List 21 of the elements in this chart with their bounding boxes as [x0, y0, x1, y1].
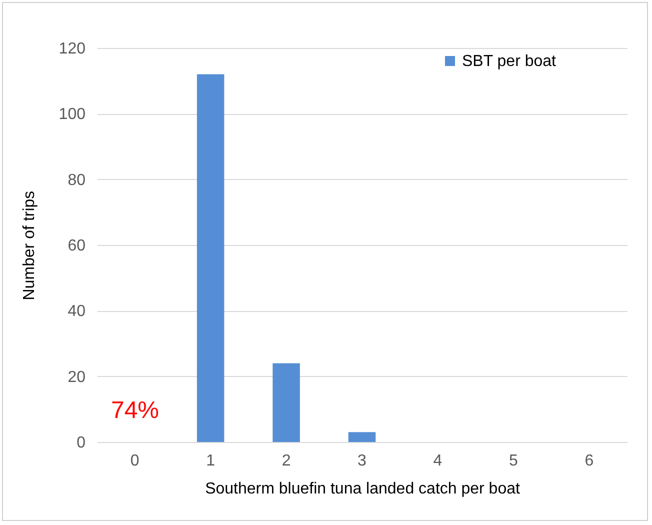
y-tick-label: 60 — [68, 238, 86, 254]
y-tick-label: 100 — [58, 106, 86, 124]
bar — [272, 363, 300, 442]
x-tick-label: 0 — [130, 452, 140, 470]
y-axis-title: Number of trips — [20, 190, 38, 300]
x-tick-label: 3 — [358, 452, 367, 470]
y-tick-label: 0 — [76, 434, 86, 452]
y-tick-label: 40 — [68, 303, 86, 320]
y-tick-label: 120 — [58, 40, 86, 58]
legend-label: SBT per boat — [462, 53, 557, 70]
x-tick-label: 2 — [282, 452, 291, 470]
x-tick-label: 4 — [433, 452, 442, 470]
x-tick-label: 1 — [206, 452, 216, 470]
bar — [348, 432, 376, 442]
x-axis-title: Southerm bluefin tuna landed catch per boat — [205, 480, 520, 498]
bar — [196, 74, 224, 442]
annotation: 74% — [110, 397, 160, 424]
y-tick-label: 20 — [68, 368, 86, 386]
x-tick-label: 6 — [584, 452, 594, 470]
y-tick-label: 80 — [68, 172, 86, 189]
x-tick-label: 5 — [508, 452, 518, 470]
